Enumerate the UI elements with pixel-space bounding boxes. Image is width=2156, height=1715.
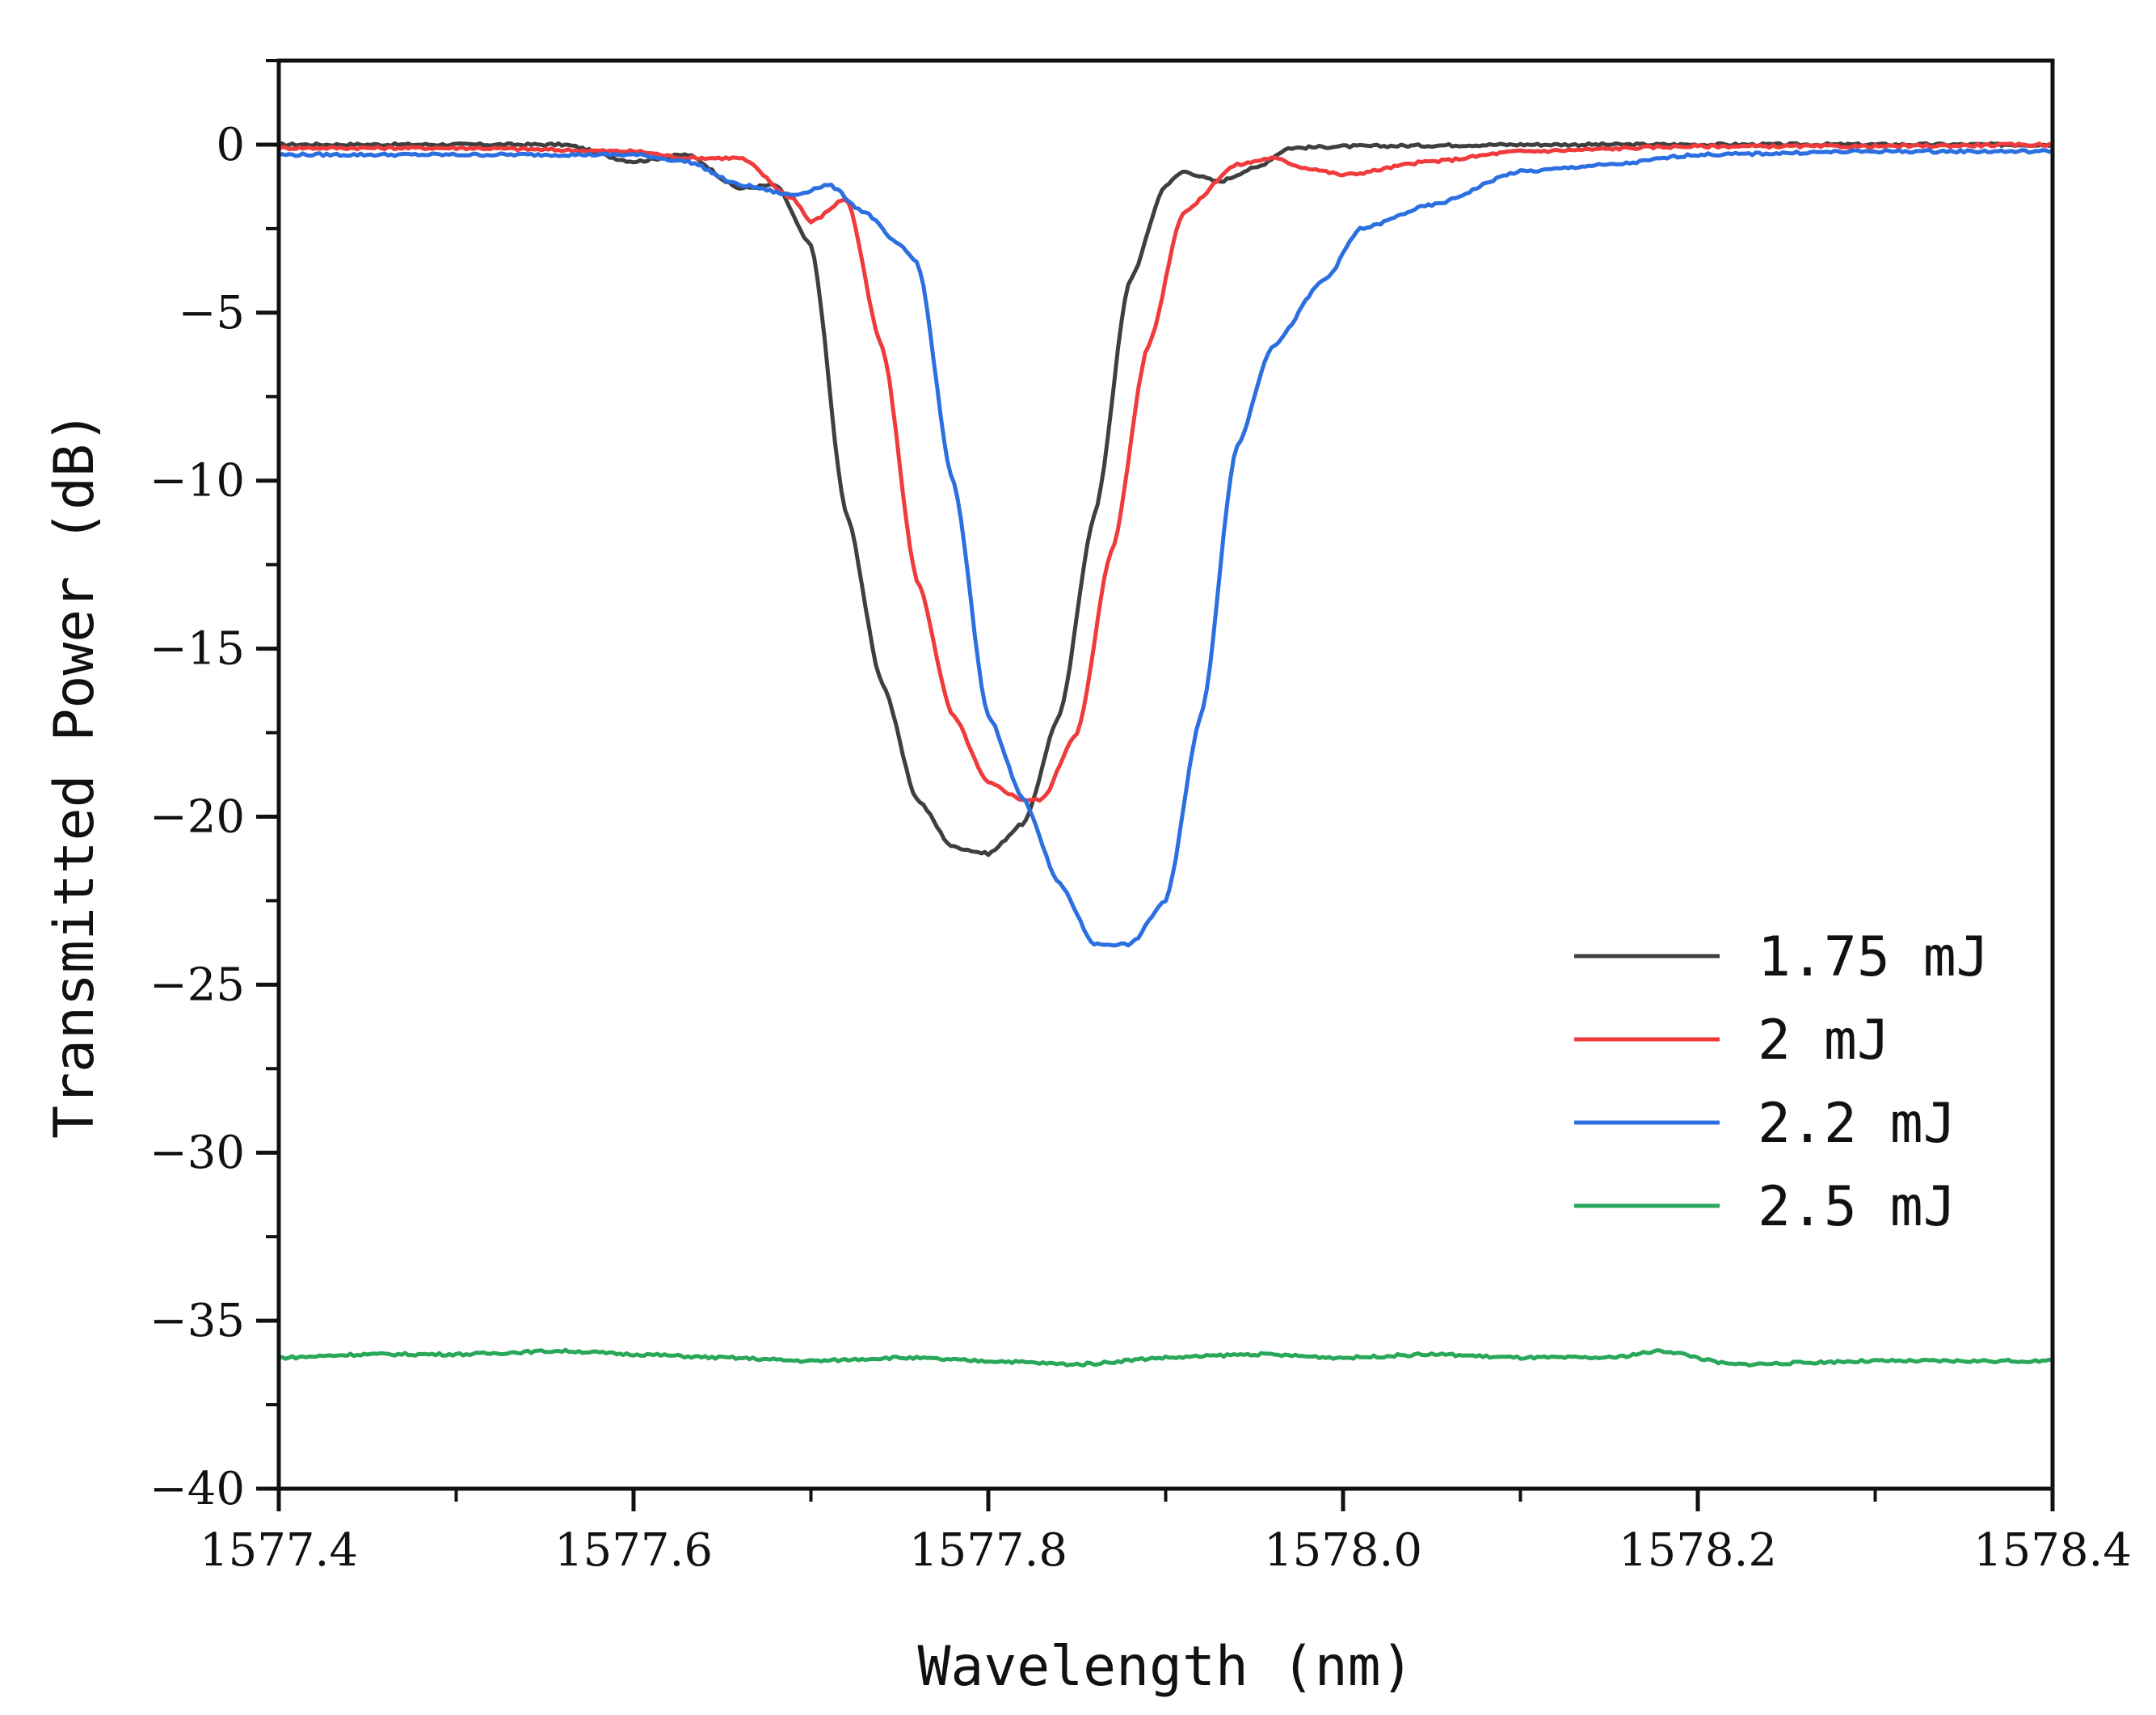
y-tick-label: −30 <box>149 1127 245 1179</box>
series-layer <box>277 141 2054 1367</box>
y-tick-label: −15 <box>149 623 245 676</box>
legend-label: 2.5 mJ <box>1758 1175 1956 1239</box>
x-tick-label: 1577.8 <box>909 1524 1067 1577</box>
x-tick-label: 1578.4 <box>1973 1524 2132 1577</box>
y-tick-label: −20 <box>149 790 245 843</box>
x-axis-title: Wavelength (nm) <box>917 1635 1413 1699</box>
y-axis-title: Transmitted Power (dB) <box>43 411 107 1139</box>
series-line <box>277 141 2054 803</box>
y-tick-label: −10 <box>149 455 245 508</box>
y-tick-label: 0 <box>216 119 245 171</box>
legend-label: 1.75 mJ <box>1758 925 1990 989</box>
legend-label: 2.2 mJ <box>1758 1092 1956 1156</box>
x-tick-label: 1578.2 <box>1619 1524 1777 1577</box>
legend: 1.75 mJ 2 mJ 2.2 mJ 2.5 mJ <box>1574 925 1990 1239</box>
x-tick-label: 1577.6 <box>554 1524 713 1577</box>
series-line <box>278 1347 2053 1367</box>
y-tick-label: −35 <box>149 1295 245 1347</box>
y-axis: 0 −5 −10 −15 −20 −25 −30 −35 −40 <box>149 59 279 1515</box>
x-axis: 1577.4 1577.6 1577.8 1578.0 1578.2 1578.4 <box>200 1489 2132 1577</box>
series-line <box>278 148 2053 948</box>
legend-label: 2 mJ <box>1758 1009 1890 1072</box>
x-tick-label: 1578.0 <box>1264 1524 1422 1577</box>
x-tick-label: 1577.4 <box>200 1524 358 1577</box>
y-tick-label: −5 <box>178 287 245 339</box>
y-tick-label: −25 <box>149 959 245 1011</box>
y-tick-label: −40 <box>149 1463 245 1515</box>
